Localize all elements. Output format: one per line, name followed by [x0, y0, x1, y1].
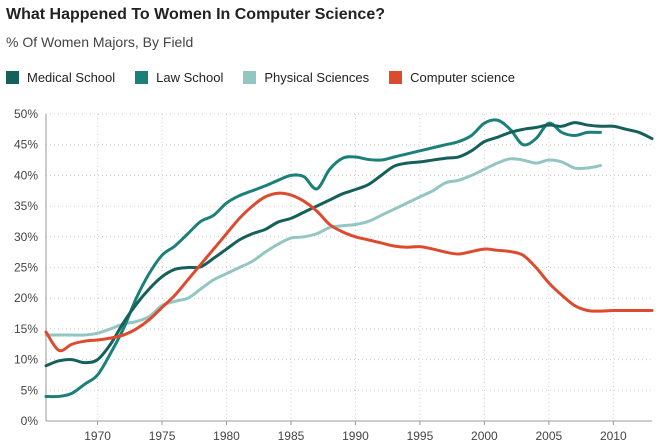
legend-item-law-school: Law School	[135, 70, 223, 85]
x-tick-label-1985: 1985	[278, 429, 305, 443]
y-tick-label-40: 40%	[14, 168, 38, 182]
legend-label-computer-science: Computer science	[410, 70, 515, 85]
x-tick-label-2005: 2005	[535, 429, 562, 443]
y-tick-label-30: 30%	[14, 230, 38, 244]
series-lines	[44, 118, 654, 399]
y-tick-label-0: 0%	[21, 414, 39, 428]
series-line-physical-sciences	[44, 157, 602, 337]
legend-item-physical-sciences: Physical Sciences	[243, 70, 369, 85]
chart-title: What Happened To Women In Computer Scien…	[6, 6, 385, 23]
x-tick-label-1980: 1980	[213, 429, 240, 443]
y-tick-label-5: 5%	[21, 383, 39, 397]
legend-swatch-computer-science	[389, 71, 403, 84]
x-tick-label-1975: 1975	[149, 429, 176, 443]
series-line-computer-science	[44, 191, 654, 353]
x-tick-label-1995: 1995	[407, 429, 434, 443]
gridlines	[46, 113, 652, 421]
legend-swatch-medical-school	[6, 71, 19, 84]
x-tick-label-2010: 2010	[600, 429, 627, 443]
y-tick-label-45: 45%	[14, 138, 38, 152]
y-tick-label-10: 10%	[14, 353, 38, 367]
x-tick-label-2000: 2000	[471, 429, 498, 443]
legend-item-computer-science: Computer science	[389, 70, 515, 85]
legend-label-physical-sciences: Physical Sciences	[264, 70, 370, 85]
y-tick-label-20: 20%	[14, 291, 38, 305]
legend-swatch-law-school	[135, 71, 149, 84]
legend: Medical School Law School Physical Scien…	[6, 70, 535, 85]
series-line-law-school	[44, 118, 602, 399]
y-tick-label-35: 35%	[14, 199, 38, 213]
tick-labels: 0% 5% 10% 15% 20% 25% 30% 35% 40% 45% 50% 1970 1975 1…	[14, 107, 627, 443]
x-tick-label-1970: 1970	[84, 429, 111, 443]
chart-subtitle: % Of Women Majors, By Field	[6, 34, 194, 50]
y-tick-label-25: 25%	[14, 261, 38, 275]
axes	[45, 114, 652, 425]
x-tick-label-1990: 1990	[342, 429, 369, 443]
series-line-medical-school	[44, 121, 654, 368]
legend-item-medical-school: Medical School	[6, 70, 115, 85]
legend-label-medical-school: Medical School	[27, 70, 116, 85]
y-tick-label-15: 15%	[14, 322, 38, 336]
legend-label-law-school: Law School	[156, 70, 224, 85]
y-tick-label-50: 50%	[14, 107, 38, 121]
legend-swatch-physical-sciences	[243, 71, 257, 84]
